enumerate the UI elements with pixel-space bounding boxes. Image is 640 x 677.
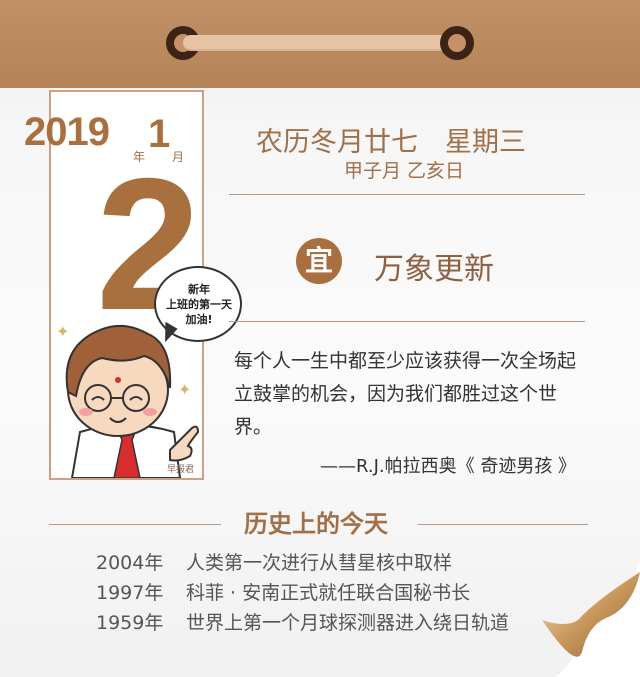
history-title: 历史上的今天 [244,510,388,538]
sparkle-icon: ✦ [178,380,192,399]
yi-badge: 宜 [296,238,342,284]
divider [229,321,585,322]
history-year: 1997年 [96,582,164,604]
speech-bubble [154,266,242,342]
history-event: 1959年 世界上第一个月球探测器进入绕日轨道 [96,608,509,635]
year-unit: 年 [133,150,146,164]
month: 1 [148,112,171,156]
history-text: 科菲 · 安南正式就任联合国秘书长 [186,582,471,604]
divider [418,524,588,525]
history-text: 世界上第一个月球探测器进入绕日轨道 [186,612,510,634]
yi-text: 万象更新 [374,252,494,287]
bubble-line: 上班的第一天 [166,298,232,311]
calendar-header [0,0,640,88]
bubble-line: 加油! [185,313,213,326]
binder-bar [183,35,457,51]
history-text: 人类第一次进行从彗星核中取样 [186,552,453,574]
month-unit: 月 [172,150,185,164]
divider [229,194,585,195]
history-event: 1997年 科菲 · 安南正式就任联合国秘书长 [96,578,470,605]
bubble-line: 新年 [188,283,210,296]
history-event: 2004年 人类第一次进行从彗星核中取样 [96,548,452,575]
binder-ring-icon [440,26,474,60]
lunar-date: 农历冬月廿七 星期三 [256,127,526,158]
history-year: 2004年 [96,552,164,574]
ganzhi-date: 甲子月 乙亥日 [344,160,465,182]
page-curl [542,560,640,677]
mascot-illustration [65,324,200,478]
history-year: 1959年 [96,612,164,634]
quote-source: ——R.J.帕拉西奥《 奇迹男孩 》 [320,456,577,477]
sparkle-icon: ✦ [56,322,70,341]
speech-bubble-text: 新年 上班的第一天 加油! [156,282,242,327]
brand-label: 早报君 [167,465,195,475]
year: 2019 [24,110,110,154]
quote-text: 每个人一生中都至少应该获得一次全场起立鼓掌的机会，因为我们都胜过这个世界。 [234,350,577,438]
divider [49,524,221,525]
